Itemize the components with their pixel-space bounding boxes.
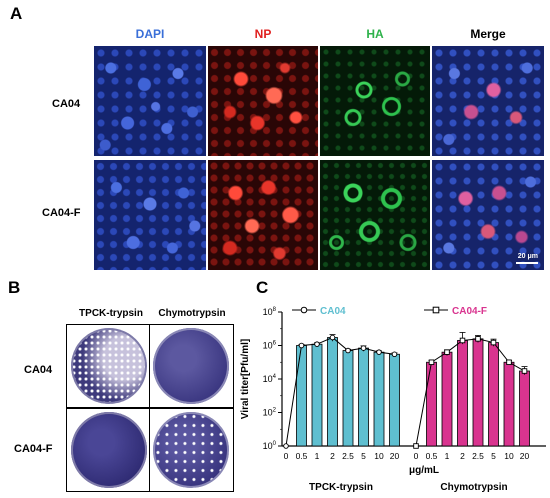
x-tick-label: 0 — [414, 451, 419, 461]
marker-ca04-f — [490, 339, 497, 346]
marker-ca04-f — [428, 359, 435, 366]
legend-marker-ca04 — [300, 306, 308, 314]
x-tick-label: 2 — [330, 451, 335, 461]
x-tick-label: 0.5 — [426, 451, 438, 461]
bar-ca04-20 — [389, 353, 400, 447]
panel-b-letter: B — [8, 278, 21, 297]
marker-ca04-f — [475, 336, 481, 342]
scale-bar — [516, 262, 538, 264]
legend-label-ca04-f: CA04-F — [452, 306, 487, 317]
bar-ca04-2.5 — [342, 350, 354, 447]
plaque-dish-ca04-f-tpck — [71, 412, 147, 488]
y-tick-label: 106 — [263, 341, 277, 351]
plaque-dish-ca04-f-chymotrypsin — [153, 412, 229, 488]
x-tick-label: 20 — [390, 451, 400, 461]
micro-ha-ca04-f — [320, 160, 430, 270]
group-label-tpck: TPCK-trypsin — [309, 482, 373, 493]
micro-merge-ca04-f: 20 μm — [432, 160, 544, 270]
y-tick-label: 108 — [263, 307, 277, 317]
bar-ca04-f-1 — [441, 351, 453, 447]
legend-marker-ca04-f — [432, 306, 440, 314]
marker-ca04-f — [413, 443, 419, 449]
plaque-box-ca04-f — [66, 408, 234, 492]
panel-a-letter: A — [10, 4, 23, 23]
row-label-ca04: CA04 — [52, 98, 81, 110]
bar-ca04-10 — [373, 351, 385, 447]
micro-np-ca04 — [208, 46, 318, 156]
x-tick-label: 10 — [374, 451, 384, 461]
bar-ca04-0.5 — [296, 345, 307, 447]
marker-ca04 — [283, 443, 289, 449]
channel-label-dapi: DAPI — [135, 27, 165, 41]
y-tick-label: 100 — [263, 441, 277, 451]
marker-ca04 — [329, 334, 336, 341]
bar-ca04-f-2.5 — [472, 338, 484, 447]
bar-ca04-5 — [358, 347, 369, 447]
bar-ca04-f-0.5 — [426, 361, 437, 447]
plaque-column-label-tpck: TPCK-trypsin — [79, 308, 143, 319]
x-tick-label: 1 — [315, 451, 320, 461]
bar-ca04-f-2 — [457, 340, 468, 447]
plaque-row-label-ca04-f: CA04-F — [14, 443, 53, 455]
micro-ha-ca04 — [320, 46, 430, 156]
x-tick-label: 2.5 — [472, 451, 484, 461]
marker-ca04-f — [459, 337, 466, 344]
y-axis-label: Viral titer[Pfu/ml] — [240, 339, 251, 419]
marker-ca04-f — [521, 368, 528, 374]
x-tick-label: 2.5 — [342, 451, 354, 461]
x-tick-label: 2 — [460, 451, 465, 461]
x-tick-label: 20 — [520, 451, 530, 461]
scale-bar-label: 20 μm — [517, 253, 538, 260]
bar-ca04-1 — [311, 343, 323, 447]
bar-ca04-f-10 — [503, 361, 515, 447]
row-label-ca04-f: CA04-F — [42, 207, 81, 219]
x-tick-label: 0 — [284, 451, 289, 461]
y-tick-label: 102 — [263, 408, 277, 418]
plaque-column-label-chymotrypsin: Chymotrypsin — [158, 308, 226, 319]
legend-label-ca04: CA04 — [320, 306, 346, 317]
channel-label-np: NP — [254, 27, 272, 41]
bar-ca04-f-20 — [519, 370, 530, 447]
marker-ca04 — [391, 351, 398, 358]
micro-dapi-ca04-f — [94, 160, 206, 270]
marker-ca04 — [314, 341, 320, 347]
plaque-dish-ca04-tpck — [71, 328, 147, 404]
group-label-chymotrypsin: Chymotrypsin — [440, 482, 507, 493]
marker-ca04 — [376, 349, 382, 355]
plaque-dish-ca04-chymotrypsin — [153, 328, 229, 404]
x-tick-label: 1 — [445, 451, 450, 461]
plaque-row-label-ca04: CA04 — [24, 364, 53, 376]
y-tick-label: 104 — [263, 374, 277, 384]
x-tick-label: 5 — [491, 451, 496, 461]
x-tick-label: 0.5 — [296, 451, 308, 461]
bar-ca04-2 — [327, 337, 338, 447]
x-tick-label: 10 — [504, 451, 514, 461]
channel-label-merge: Merge — [470, 27, 506, 41]
micro-merge-ca04 — [432, 46, 544, 156]
x-tick-label: 5 — [361, 451, 366, 461]
x-axis-unit-label: μg/mL — [409, 465, 439, 476]
bar-ca04-f-5 — [488, 342, 499, 447]
marker-ca04 — [360, 345, 367, 351]
channel-label-ha: HA — [366, 27, 384, 41]
plaque-box-ca04 — [66, 324, 234, 408]
panel-c-letter: C — [256, 278, 269, 297]
marker-ca04 — [298, 342, 305, 349]
marker-ca04 — [345, 347, 351, 354]
marker-ca04-f — [506, 359, 512, 366]
micro-dapi-ca04 — [94, 46, 206, 156]
micro-np-ca04-f — [208, 160, 318, 270]
marker-ca04-f — [444, 349, 450, 355]
